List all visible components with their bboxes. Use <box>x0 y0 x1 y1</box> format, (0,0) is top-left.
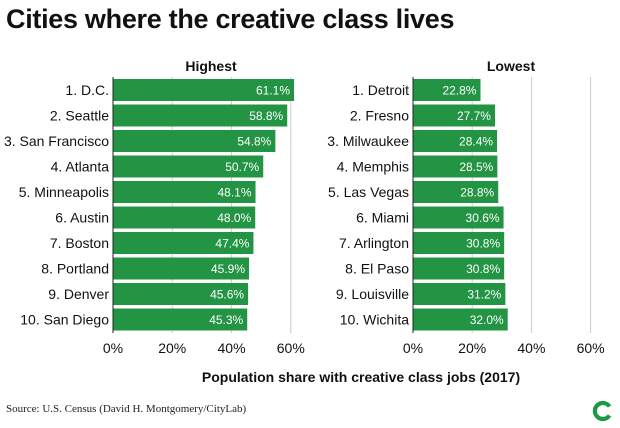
bar <box>413 181 499 203</box>
category-label: 10. Wichita <box>340 312 409 328</box>
x-tick-label: 20% <box>158 340 186 356</box>
x-tick-label: 40% <box>218 340 246 356</box>
category-label: 1. D.C. <box>65 82 109 98</box>
panel-title-lowest: Lowest <box>487 58 536 74</box>
bar-value-label: 27.7% <box>457 109 491 123</box>
bar <box>113 308 248 331</box>
bar-value-label: 30.8% <box>466 262 500 276</box>
bar-value-label: 30.6% <box>466 211 500 225</box>
bar <box>413 155 498 178</box>
x-tick-label: 60% <box>577 340 605 356</box>
bar-value-label: 48.0% <box>217 211 251 225</box>
category-label: 4. Memphis <box>337 159 409 175</box>
x-tick-label: 20% <box>458 340 486 356</box>
category-label: 7. Arlington <box>339 235 409 251</box>
category-label: 9. Denver <box>48 286 109 302</box>
bar <box>113 257 250 280</box>
x-axis-label: Population share with creative class job… <box>202 369 520 385</box>
category-label: 8. Portland <box>41 261 109 277</box>
bar <box>113 155 264 178</box>
bar-value-label: 47.4% <box>215 237 249 251</box>
citylab-c-icon <box>592 400 612 422</box>
bar-value-label: 30.8% <box>466 237 500 251</box>
category-label: 10. San Diego <box>20 312 109 328</box>
category-label: 8. El Paso <box>345 261 409 277</box>
category-label: 4. Atlanta <box>51 159 110 175</box>
category-label: 9. Louisville <box>336 286 409 302</box>
bar-value-label: 22.8% <box>442 84 476 98</box>
bar <box>413 232 505 254</box>
bar-value-label: 45.9% <box>211 262 245 276</box>
panel-title-highest: Highest <box>185 58 237 74</box>
bar-value-label: 28.8% <box>460 186 494 200</box>
category-label: 6. Austin <box>55 210 109 226</box>
bar <box>113 206 256 229</box>
category-label: 5. Las Vegas <box>328 184 409 200</box>
bar <box>413 283 506 305</box>
bar-value-label: 48.1% <box>217 186 251 200</box>
category-label: 7. Boston <box>50 235 109 251</box>
bar-value-label: 54.8% <box>237 135 271 149</box>
bar <box>113 232 254 254</box>
bar <box>413 79 481 101</box>
category-label: 2. Seattle <box>50 108 109 124</box>
chart-title: Cities where the creative class lives <box>6 4 455 34</box>
category-label: 5. Minneapolis <box>19 184 109 200</box>
bar-value-label: 45.6% <box>210 288 244 302</box>
bar <box>113 130 276 152</box>
bar-value-label: 61.1% <box>256 84 290 98</box>
bar-value-label: 58.8% <box>249 109 283 123</box>
bar-value-label: 28.5% <box>459 160 493 174</box>
category-label: 3. Milwaukee <box>327 133 409 149</box>
category-label: 2. Fresno <box>350 108 409 124</box>
bar <box>413 104 495 127</box>
source-note: Source: U.S. Census (David H. Montgomery… <box>6 403 247 415</box>
category-label: 6. Miami <box>356 210 409 226</box>
bar-value-label: 31.2% <box>467 288 501 302</box>
bar-value-label: 32.0% <box>470 313 504 327</box>
bar-value-label: 45.3% <box>209 313 243 327</box>
bar <box>413 308 508 331</box>
bar <box>113 79 295 101</box>
bar <box>413 257 505 280</box>
bar <box>113 104 288 127</box>
x-tick-label: 0% <box>103 340 123 356</box>
x-tick-label: 0% <box>403 340 423 356</box>
bar <box>113 181 256 203</box>
bar-value-label: 28.4% <box>459 135 493 149</box>
bar-value-label: 50.7% <box>225 160 259 174</box>
x-tick-label: 40% <box>517 340 545 356</box>
bar <box>413 130 498 152</box>
category-label: 1. Detroit <box>352 82 409 98</box>
bar <box>413 206 504 229</box>
category-label: 3. San Francisco <box>4 133 109 149</box>
x-tick-label: 60% <box>277 340 305 356</box>
bar <box>113 283 249 305</box>
